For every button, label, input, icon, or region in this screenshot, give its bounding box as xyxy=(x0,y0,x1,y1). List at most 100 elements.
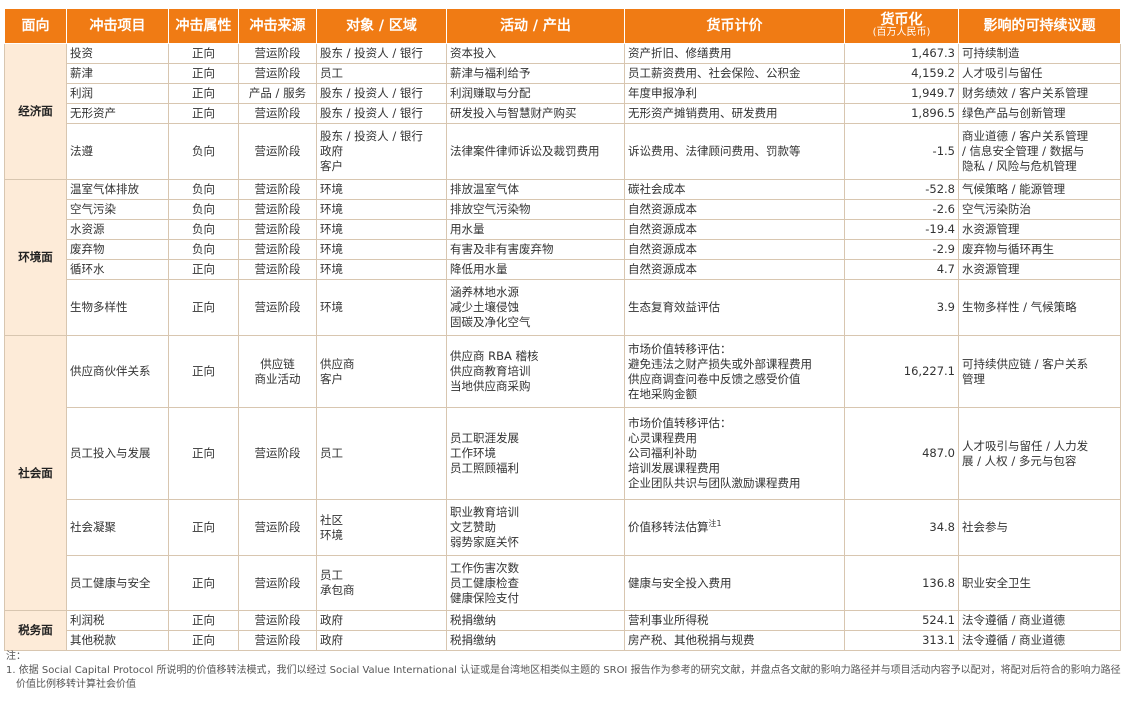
cell-line: 法令遵循 / 商业道德 xyxy=(962,613,1066,627)
sustainability-issue: 社会参与 xyxy=(958,499,1121,556)
impact-valuation: 无形资产摊销费用、研发费用 xyxy=(624,103,845,124)
cell-line: 营运阶段 xyxy=(254,106,301,120)
cell-line: 可持续制造 xyxy=(962,46,1020,60)
monetized-value: -2.9 xyxy=(844,239,959,260)
cell-line: 客户 xyxy=(320,371,343,386)
cell-line: 供应链 xyxy=(260,356,295,371)
impact-target: 股东 / 投资人 / 银行 xyxy=(316,43,447,64)
cell-line: 价值移转法估算注1 xyxy=(628,519,722,534)
monetized-value: 313.1 xyxy=(844,630,959,651)
sustainability-issue: 商业道德 / 客户关系管理 / 信息安全管理 / 数据与 隐私 / 风险与危机管理 xyxy=(958,123,1121,180)
impact-target: 股东 / 投资人 / 银行 政府 客户 xyxy=(316,123,447,180)
cell-line: 固碳及净化空气 xyxy=(450,315,531,329)
table-row: 社会凝聚 正向 营运阶段 社区 环境 职业教育培训 文艺赞助 弱势家庭关怀 价值移转法估算注1 3… xyxy=(5,499,1121,556)
cell-line: 员工职涯发展 xyxy=(450,431,519,445)
impact-activity: 工作伤害次数 员工健康检查 健康保险支付 xyxy=(446,555,625,611)
cell-line: 排放温室气体 xyxy=(450,182,519,196)
cell-line: 水资源管理 xyxy=(962,262,1020,276)
cell-line: 股东 / 投资人 / 银行 xyxy=(320,46,423,60)
impact-attribute: 正向 xyxy=(168,43,239,64)
cell-line: 工作环境 xyxy=(450,446,496,460)
cell-line: 法令遵循 / 商业道德 xyxy=(962,633,1066,647)
cell-line: 股东 / 投资人 / 银行 xyxy=(320,106,423,120)
cell-line: 隐私 / 风险与危机管理 xyxy=(962,159,1077,173)
cell-line: 环境 xyxy=(320,202,343,216)
table-row: 生物多样性 正向 营运阶段 环境 涵养林地水源 减少土壤侵蚀 固碳及净化空气 生态复育效益评估… xyxy=(5,279,1121,336)
impact-attribute: 负向 xyxy=(168,123,239,180)
impact-source: 营运阶段 xyxy=(238,219,317,240)
impact-valuation: 碳社会成本 xyxy=(624,179,845,200)
cell-line: 营运阶段 xyxy=(254,202,301,216)
cell-line: 营运阶段 xyxy=(254,262,301,276)
impact-valuation: 年度申报净利 xyxy=(624,83,845,104)
cell-line: 减少土壤侵蚀 xyxy=(450,300,519,314)
impact-target: 环境 xyxy=(316,239,447,260)
cell-line: 股东 / 投资人 / 银行 xyxy=(320,129,423,143)
cell-line: 员工薪资费用、社会保险、公积金 xyxy=(628,66,801,80)
cell-line: 公司福利补助 xyxy=(628,446,697,460)
impact-valuation: 价值移转法估算注1 xyxy=(624,499,845,556)
header-source: 冲击来源 xyxy=(238,8,317,44)
cell-line: 自然资源成本 xyxy=(628,202,697,216)
monetized-value: 1,949.7 xyxy=(844,83,959,104)
impact-target: 环境 xyxy=(316,179,447,200)
cell-line: 营运阶段 xyxy=(254,446,301,460)
cell-line: 可持续供应链 / 客户关系 xyxy=(962,356,1089,371)
sustainability-issue: 气候策略 / 能源管理 xyxy=(958,179,1121,200)
cell-line: 供应商 xyxy=(320,356,355,371)
facet-cell-1: 环境面 xyxy=(4,179,67,336)
impact-source: 营运阶段 xyxy=(238,239,317,260)
impact-target: 供应商 客户 xyxy=(316,335,447,408)
monetized-value: 1,467.3 xyxy=(844,43,959,64)
cell-line: 在地采购金额 xyxy=(628,386,697,401)
cell-line: 环境 xyxy=(320,222,343,236)
monetized-value: 487.0 xyxy=(844,407,959,500)
impact-activity: 员工职涯发展 工作环境 员工照顾福利 xyxy=(446,407,625,500)
table-row: 法遵 负向 营运阶段 股东 / 投资人 / 银行 政府 客户 法律案件律师诉讼及裁罚费用 诉讼… xyxy=(5,123,1121,180)
cell-line: 薪津与福利给予 xyxy=(450,66,531,80)
impact-activity: 降低用水量 xyxy=(446,259,625,280)
monetized-value: -19.4 xyxy=(844,219,959,240)
monetized-value: -52.8 xyxy=(844,179,959,200)
table-row: 无形资产 正向 营运阶段 股东 / 投资人 / 银行 研发投入与智慧财产购买 无形资产摊销… xyxy=(5,103,1121,124)
cell-line: 营运阶段 xyxy=(254,182,301,196)
cell-line: 法律案件律师诉讼及裁罚费用 xyxy=(450,144,600,158)
cell-line: 展 / 人权 / 多元与包容 xyxy=(962,453,1077,468)
cell-line: 诉讼费用、法律顾问费用、罚款等 xyxy=(628,144,801,158)
cell-line: 产品 / 服务 xyxy=(248,86,307,100)
monetized-value: -1.5 xyxy=(844,123,959,180)
cell-line: 自然资源成本 xyxy=(628,242,697,256)
cell-line: 营运阶段 xyxy=(254,46,301,60)
cell-line: 营运阶段 xyxy=(254,613,301,627)
impact-target: 员工 xyxy=(316,407,447,500)
impact-source: 营运阶段 xyxy=(238,199,317,220)
impact-valuation: 自然资源成本 xyxy=(624,199,845,220)
cell-line: 营运阶段 xyxy=(254,222,301,236)
cell-line: 市场价值转移评估： xyxy=(628,341,732,356)
table-row: 循环水 正向 营运阶段 环境 降低用水量 自然资源成本 4.7 水资源管理 xyxy=(5,259,1121,280)
cell-line: 有害及非有害废弃物 xyxy=(450,242,554,256)
cell-line: 降低用水量 xyxy=(450,262,508,276)
table-row: 水资源 负向 营运阶段 环境 用水量 自然资源成本 -19.4 水资源管理 xyxy=(5,219,1121,240)
monetized-value: -2.6 xyxy=(844,199,959,220)
cell-line: 水资源管理 xyxy=(962,222,1020,236)
sustainability-issue: 空气污染防治 xyxy=(958,199,1121,220)
impact-item: 投资 xyxy=(66,43,169,64)
cell-line: 气候策略 / 能源管理 xyxy=(962,182,1066,196)
cell-line: 员工 xyxy=(320,568,343,582)
impact-valuation: 资产折旧、修缮费用 xyxy=(624,43,845,64)
impact-activity: 薪津与福利给予 xyxy=(446,63,625,84)
cell-line: 环境 xyxy=(320,242,343,256)
impact-attribute: 负向 xyxy=(168,179,239,200)
sustainability-issue: 绿色产品与创新管理 xyxy=(958,103,1121,124)
header-monetized: 货币化 (百万人民币) xyxy=(844,8,959,44)
table-row: 空气污染 负向 营运阶段 环境 排放空气污染物 自然资源成本 -2.6 空气污染防治 xyxy=(5,199,1121,220)
table-row: 薪津 正向 营运阶段 员工 薪津与福利给予 员工薪资费用、社会保险、公积金 4,159.2 人… xyxy=(5,63,1121,84)
impact-source: 营运阶段 xyxy=(238,279,317,336)
impact-target: 政府 xyxy=(316,610,447,631)
footnotes: 注： 1. 依据 Social Capital Protocol 所说明的价值移… xyxy=(6,650,1121,692)
impact-activity: 排放温室气体 xyxy=(446,179,625,200)
impact-valuation: 自然资源成本 xyxy=(624,239,845,260)
cell-line: 年度申报净利 xyxy=(628,86,697,100)
table-row: 其他税款 正向 营运阶段 政府 税捐缴纳 房产税、其他税捐与规费 313.1 法令遵循 / 商… xyxy=(5,630,1121,651)
